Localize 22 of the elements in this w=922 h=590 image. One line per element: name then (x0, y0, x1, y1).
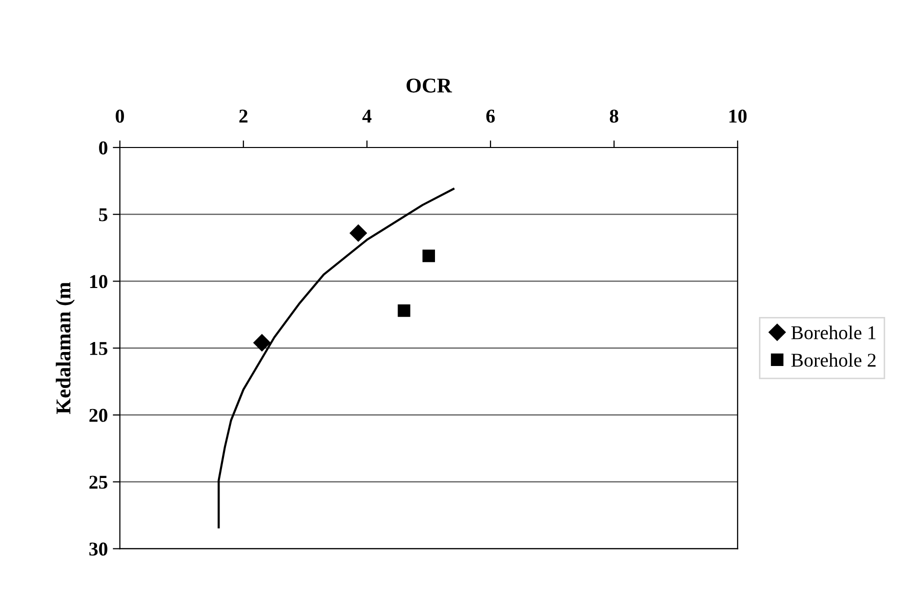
x-tick-label: 4 (362, 110, 372, 123)
y-tick-label: 10 (90, 275, 108, 288)
point (253, 334, 270, 352)
x-tick-label: 8 (610, 110, 618, 123)
point (398, 304, 410, 317)
y-tick-label: 0 (99, 141, 108, 154)
y-tick-label: 5 (99, 208, 108, 222)
y-tick-label: 20 (89, 408, 108, 422)
x-axis-title: OCR (406, 78, 452, 93)
x-tick-label: 2 (239, 110, 248, 123)
point (350, 224, 367, 242)
y-tick-label: 25 (89, 476, 108, 489)
legend-label: Borehole 2 (791, 353, 876, 367)
x-tick-label: 10 (729, 110, 747, 123)
y-tick-label: 30 (89, 542, 108, 556)
x-tick-label: 0 (116, 110, 124, 123)
y-axis-title: Kedalaman (m (56, 282, 75, 414)
point (422, 250, 435, 262)
line-series (218, 188, 454, 528)
y-tick-label: 15 (90, 342, 108, 356)
x-tick-label: 6 (486, 110, 495, 123)
legend-label: Borehole 1 (791, 326, 876, 340)
